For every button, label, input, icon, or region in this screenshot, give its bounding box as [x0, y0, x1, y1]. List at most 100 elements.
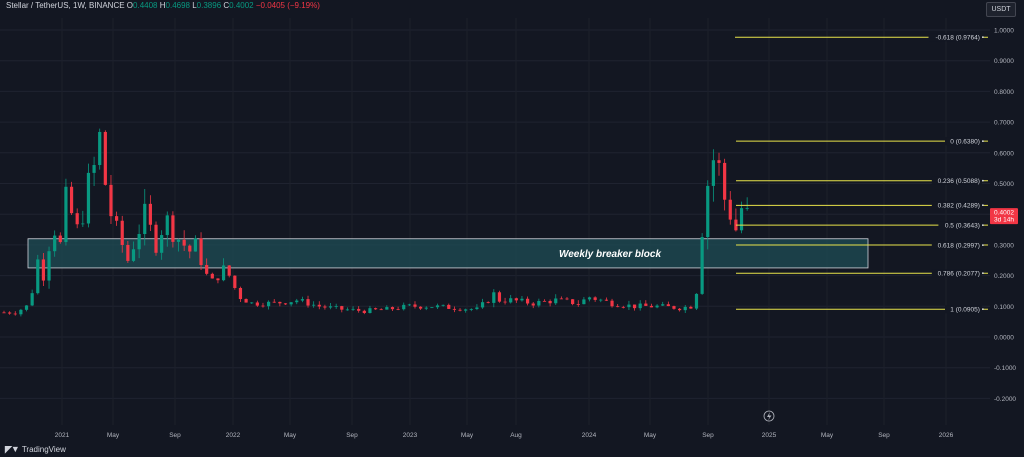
- candle-body: [644, 303, 648, 306]
- tradingview-logo-icon: ◤▼: [5, 444, 20, 454]
- candle-body: [469, 309, 473, 310]
- breaker-block-rect: [27, 238, 869, 269]
- high-value: 0.4698: [165, 1, 190, 10]
- candle-body: [210, 273, 214, 279]
- x-tick-label: May: [284, 432, 297, 439]
- candle-body: [334, 306, 338, 307]
- candle-body: [193, 238, 198, 252]
- candle-body: [492, 292, 496, 303]
- x-tick-label: May: [461, 432, 474, 439]
- candle-body: [632, 304, 637, 309]
- candle-body: [272, 301, 276, 303]
- candle-body: [188, 245, 192, 252]
- candle-body: [216, 278, 220, 281]
- close-value: 0.4002: [229, 1, 254, 10]
- candle-body: [295, 300, 299, 303]
- candle-body: [205, 265, 209, 274]
- y-tick-label: 0.1000: [994, 304, 1014, 311]
- candle-body: [582, 299, 586, 305]
- candle-body: [47, 251, 51, 281]
- candle-body: [666, 304, 670, 307]
- fib-label-bg: [931, 201, 982, 210]
- candle-body: [53, 235, 57, 252]
- x-tick-label: 2024: [582, 432, 597, 439]
- candle-body: [36, 259, 40, 294]
- candle-body: [244, 299, 248, 303]
- candle-body: [92, 165, 96, 173]
- lightning-icon: [763, 410, 775, 422]
- candle-body: [143, 203, 147, 234]
- x-tick-label: 2026: [939, 432, 954, 439]
- event-icon: [763, 410, 775, 422]
- candle-body: [604, 299, 609, 301]
- candle-body: [345, 309, 350, 311]
- candle-body: [616, 306, 620, 308]
- y-tick-label: -0.2000: [994, 396, 1016, 403]
- candle-body: [340, 306, 344, 310]
- candle-body: [227, 265, 231, 276]
- candle-body: [503, 301, 507, 303]
- candle-body: [571, 299, 575, 305]
- y-tick-label: 0.7000: [994, 120, 1014, 127]
- candle-body: [261, 305, 265, 307]
- candle-body: [13, 313, 17, 315]
- low-label: L: [192, 1, 197, 10]
- y-tick-label: 0.5000: [994, 181, 1014, 188]
- candle-body: [115, 216, 119, 221]
- candle-body: [717, 160, 721, 163]
- candle-body: [430, 307, 434, 309]
- candle-body: [627, 304, 631, 308]
- candle-body: [649, 305, 654, 308]
- fib-label-bg: [931, 240, 982, 249]
- candle-body: [419, 306, 423, 309]
- x-tick-label: 2022: [226, 432, 241, 439]
- candle-body: [64, 186, 68, 243]
- x-tick-label: Sep: [346, 432, 358, 439]
- candle-body: [8, 312, 12, 314]
- fib-label-bg: [945, 137, 982, 146]
- chart-header: Stellar / TetherUS, 1W, BINANCE O0.4408 …: [6, 1, 320, 10]
- candle-body: [137, 233, 141, 250]
- candle-body: [351, 308, 355, 310]
- candle-body: [678, 308, 682, 311]
- currency-button[interactable]: USDT: [986, 2, 1016, 17]
- candle-body: [396, 309, 400, 310]
- candle-body: [86, 172, 91, 224]
- candle-body: [109, 184, 113, 217]
- x-tick-label: May: [821, 432, 834, 439]
- candle-body: [638, 303, 642, 309]
- candle-body: [41, 259, 46, 281]
- candle-body: [531, 303, 535, 306]
- fib-label: 1 (0.0905) •: [950, 307, 984, 314]
- candles: [2, 128, 749, 317]
- symbol-title: Stellar / TetherUS, 1W, BINANCE: [6, 1, 125, 10]
- candle-body: [655, 305, 659, 308]
- x-tick-label: Aug: [510, 432, 522, 439]
- candle-body: [278, 301, 282, 304]
- candle-body: [728, 199, 732, 220]
- candle-body: [165, 215, 169, 236]
- breaker-block-zone: Weekly breaker block: [27, 238, 869, 269]
- candle-body: [464, 309, 468, 311]
- grid: [0, 18, 990, 425]
- candle-body: [238, 287, 243, 300]
- close-label: C: [223, 1, 230, 10]
- candle-body: [700, 237, 704, 294]
- candle-body: [323, 306, 327, 308]
- candle-body: [69, 186, 74, 214]
- fib-label: 0.382 (0.4289) •: [938, 203, 985, 210]
- candle-body: [81, 223, 85, 225]
- y-tick-label: 1.0000: [994, 28, 1014, 35]
- candle-body: [390, 307, 395, 310]
- candle-body: [745, 208, 749, 209]
- candle-body: [19, 309, 23, 315]
- candle-body: [599, 299, 603, 301]
- candle-body: [148, 203, 152, 225]
- last-price-countdown: 3d 14h: [994, 217, 1014, 224]
- candle-body: [328, 306, 333, 308]
- candle-body: [24, 305, 29, 310]
- candle-body: [98, 131, 102, 166]
- candle-body: [441, 304, 445, 306]
- candle-body: [711, 160, 715, 186]
